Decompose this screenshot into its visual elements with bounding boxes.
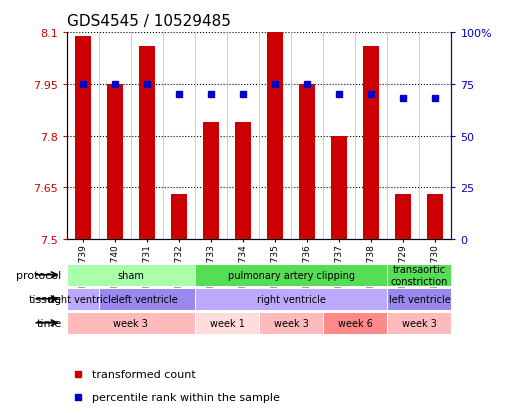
Text: week 3: week 3 xyxy=(274,318,308,328)
Bar xyxy=(98,288,195,310)
Text: transaortic
constriction: transaortic constriction xyxy=(391,264,448,286)
Bar xyxy=(387,288,451,310)
Bar xyxy=(195,288,387,310)
Text: week 3: week 3 xyxy=(113,318,148,328)
Bar xyxy=(67,264,195,286)
Bar xyxy=(195,264,387,286)
Text: percentile rank within the sample: percentile rank within the sample xyxy=(92,392,280,402)
Text: pulmonary artery clipping: pulmonary artery clipping xyxy=(228,270,354,280)
Text: left ventricle: left ventricle xyxy=(388,294,450,304)
Bar xyxy=(67,312,195,334)
Bar xyxy=(171,195,187,240)
Bar xyxy=(67,288,98,310)
Text: left ventricle: left ventricle xyxy=(116,294,177,304)
Text: transformed count: transformed count xyxy=(92,369,195,379)
Bar xyxy=(323,312,387,334)
Bar xyxy=(107,85,123,240)
Bar xyxy=(139,47,155,240)
Bar xyxy=(331,136,347,240)
Bar xyxy=(195,312,259,334)
Text: tissue: tissue xyxy=(29,294,62,304)
Bar xyxy=(396,195,411,240)
Text: time: time xyxy=(36,318,62,328)
Bar xyxy=(387,264,451,286)
Bar xyxy=(267,33,283,240)
Text: GDS4545 / 10529485: GDS4545 / 10529485 xyxy=(67,14,230,29)
Text: right ventricle: right ventricle xyxy=(48,294,117,304)
Text: right ventricle: right ventricle xyxy=(256,294,326,304)
Bar xyxy=(203,123,219,240)
Text: week 6: week 6 xyxy=(338,318,372,328)
Bar xyxy=(387,312,451,334)
Text: week 3: week 3 xyxy=(402,318,437,328)
Bar xyxy=(259,312,323,334)
Text: protocol: protocol xyxy=(16,270,62,280)
Text: week 1: week 1 xyxy=(210,318,244,328)
Bar xyxy=(299,85,315,240)
Bar xyxy=(427,195,443,240)
Bar xyxy=(235,123,251,240)
Bar xyxy=(75,36,91,240)
Bar xyxy=(363,47,379,240)
Text: sham: sham xyxy=(117,270,144,280)
